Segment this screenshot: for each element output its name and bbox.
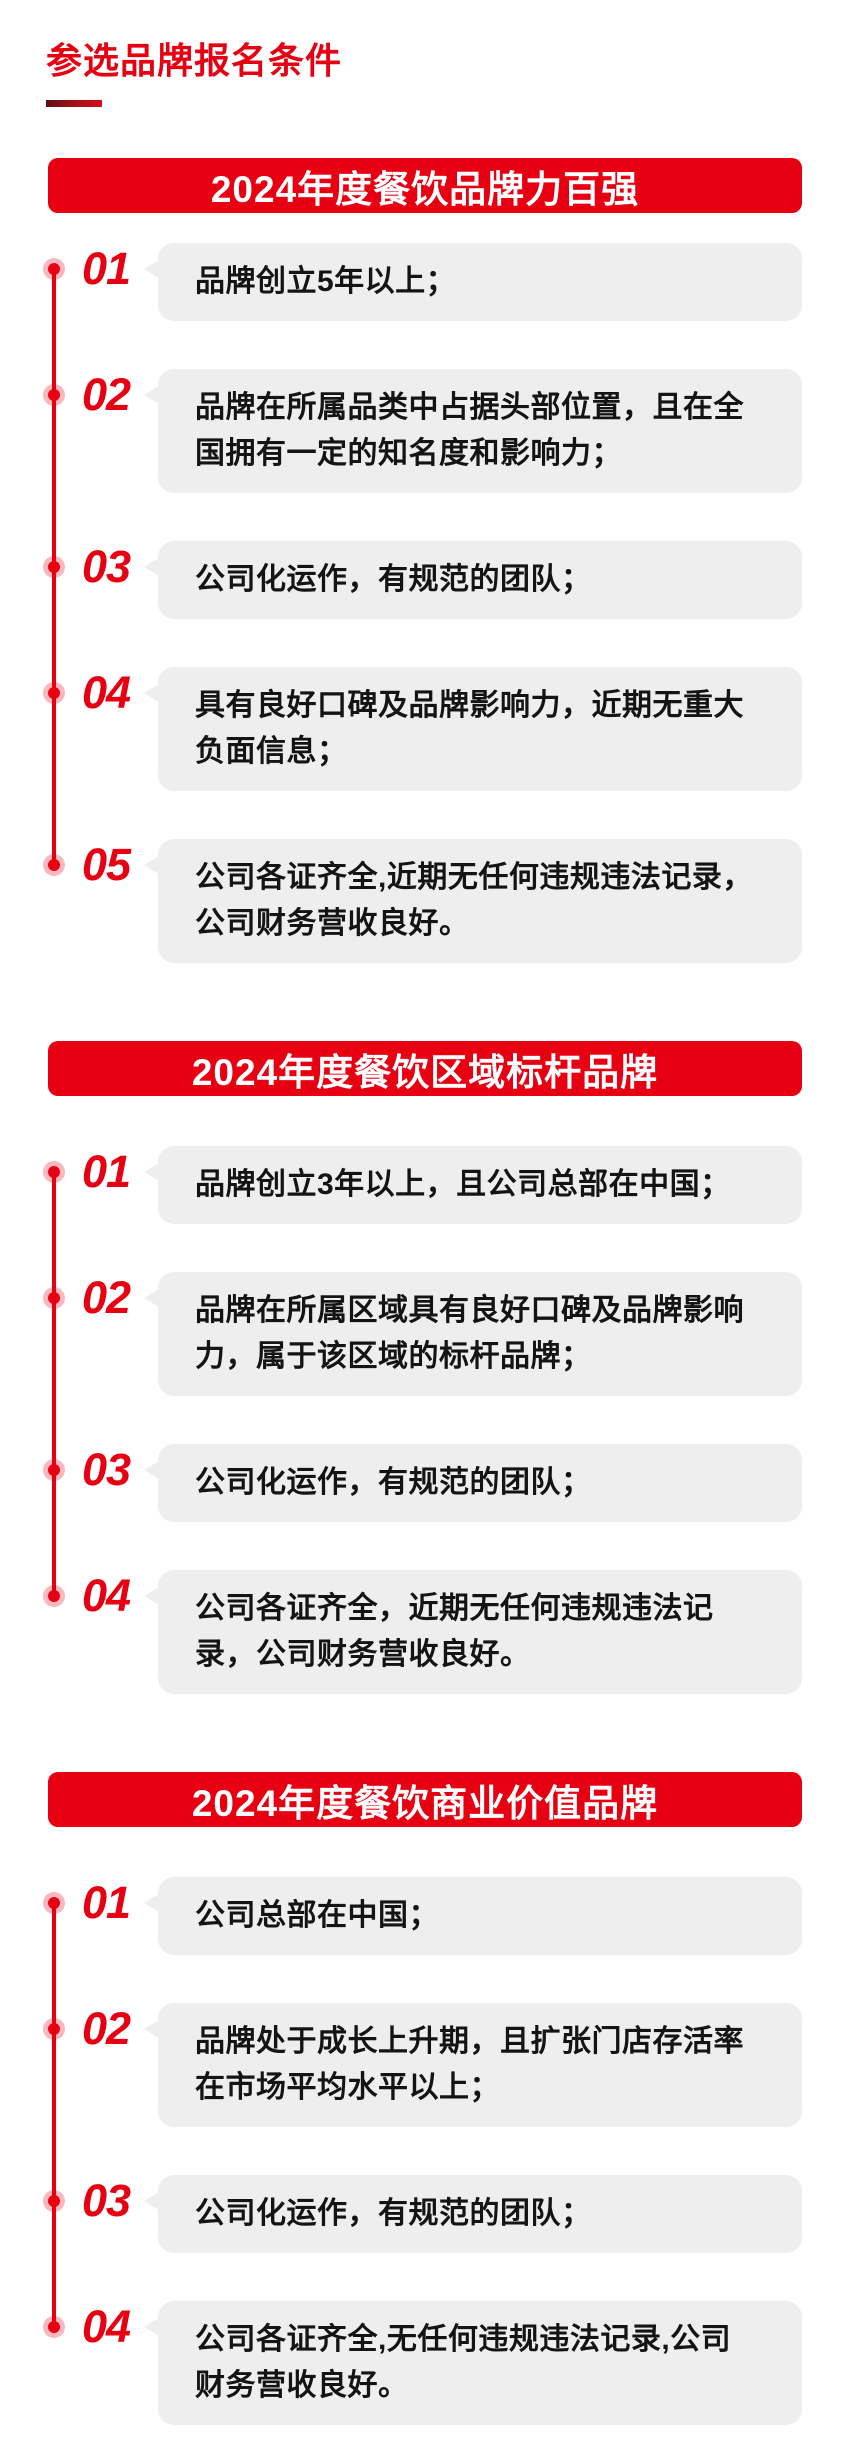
item-number: 02 — [82, 1272, 131, 1323]
timeline-dot — [43, 1892, 65, 1914]
condition-bubble: 公司化运作，有规范的团队； — [144, 2175, 802, 2253]
condition-text: 品牌在所属区域具有良好口碑及品牌影响 力，属于该区域的标杆品牌； — [195, 1294, 744, 1373]
condition-item: 03 公司化运作，有规范的团队； — [43, 541, 802, 619]
timeline-dot — [43, 2190, 65, 2212]
condition-item: 02 品牌处于成长上升期，且扩张门店存活率 在市场平均水平以上； — [43, 2003, 802, 2127]
condition-item: 01 品牌创立5年以上； — [43, 243, 802, 321]
timeline-dot — [43, 258, 65, 280]
condition-text: 公司各证齐全，近期无任何违规违法记 录，公司财务营收良好。 — [195, 1592, 714, 1671]
condition-item: 01 公司总部在中国； — [43, 1877, 802, 1955]
condition-text: 具有良好口碑及品牌影响力，近期无重大 负面信息； — [195, 689, 744, 768]
timeline-dot — [43, 682, 65, 704]
condition-text: 公司化运作，有规范的团队； — [195, 2197, 592, 2230]
condition-bubble: 公司总部在中国； — [144, 1877, 802, 1955]
timeline-dot — [43, 854, 65, 876]
section-brand-power-top100: 2024年度餐饮品牌力百强 01 品牌创立5年以上； 02 — [0, 158, 850, 963]
section-banner: 2024年度餐饮商业价值品牌 — [48, 1772, 802, 1827]
condition-text: 公司总部在中国； — [195, 1899, 439, 1932]
condition-item: 04 公司各证齐全,无任何违规违法记录,公司 财务营收良好。 — [43, 2301, 802, 2425]
timeline-dot — [43, 2316, 65, 2338]
item-number: 04 — [82, 667, 131, 718]
sections-container: 2024年度餐饮品牌力百强 01 品牌创立5年以上； 02 — [0, 158, 850, 2425]
item-number: 05 — [82, 839, 131, 890]
item-number: 02 — [82, 369, 131, 420]
condition-bubble: 品牌在所属区域具有良好口碑及品牌影响 力，属于该区域的标杆品牌； — [144, 1272, 802, 1396]
condition-item: 02 品牌在所属品类中占据头部位置，且在全 国拥有一定的知名度和影响力； — [43, 369, 802, 493]
page-title: 参选品牌报名条件 — [46, 40, 343, 81]
condition-item: 03 公司化运作，有规范的团队； — [43, 1444, 802, 1522]
timeline-dot — [43, 1287, 65, 1309]
item-number: 01 — [82, 243, 131, 294]
condition-bubble: 品牌创立3年以上，且公司总部在中国； — [144, 1146, 802, 1224]
timeline-dot — [43, 2018, 65, 2040]
section-banner-label: 2024年度餐饮商业价值品牌 — [191, 1782, 659, 1824]
bubble-notch — [144, 2192, 159, 2210]
condition-text: 品牌创立5年以上； — [195, 265, 457, 298]
condition-text: 公司各证齐全,无任何违规违法记录,公司 财务营收良好。 — [195, 2323, 732, 2402]
condition-bubble: 品牌处于成长上升期，且扩张门店存活率 在市场平均水平以上； — [144, 2003, 802, 2127]
condition-text: 公司化运作，有规范的团队； — [195, 563, 592, 596]
bubble-notch — [144, 2020, 159, 2038]
item-number: 01 — [82, 1877, 131, 1928]
page-header: 参选品牌报名条件 — [46, 0, 850, 107]
timeline-items: 01 品牌创立5年以上； 02 品牌在所属品类中占据头部位置，且在全 国拥有一定… — [0, 213, 850, 963]
item-number: 04 — [82, 1570, 131, 1621]
item-number: 03 — [82, 1444, 131, 1495]
condition-item: 03 公司化运作，有规范的团队； — [43, 2175, 802, 2253]
timeline-dot — [43, 1459, 65, 1481]
condition-item: 02 品牌在所属区域具有良好口碑及品牌影响 力，属于该区域的标杆品牌； — [43, 1272, 802, 1396]
condition-bubble: 具有良好口碑及品牌影响力，近期无重大 负面信息； — [144, 667, 802, 791]
condition-text: 公司各证齐全,近期无任何违规违法记录， 公司财务营收良好。 — [195, 861, 753, 940]
condition-bubble: 品牌在所属品类中占据头部位置，且在全 国拥有一定的知名度和影响力； — [144, 369, 802, 493]
condition-item: 01 品牌创立3年以上，且公司总部在中国； — [43, 1146, 802, 1224]
condition-text: 品牌在所属品类中占据头部位置，且在全 国拥有一定的知名度和影响力； — [195, 391, 744, 470]
bubble-notch — [144, 1894, 159, 1912]
bubble-notch — [144, 856, 159, 874]
bubble-notch — [144, 1587, 159, 1605]
section-regional-benchmark: 2024年度餐饮区域标杆品牌 01 品牌创立3年以上，且公司总部在中国； 02 — [0, 1041, 850, 1694]
bubble-notch — [144, 260, 159, 278]
condition-text: 品牌创立3年以上，且公司总部在中国； — [195, 1168, 731, 1201]
condition-bubble: 公司各证齐全，近期无任何违规违法记 录，公司财务营收良好。 — [144, 1570, 802, 1694]
item-number: 04 — [82, 2301, 131, 2352]
condition-item: 04 具有良好口碑及品牌影响力，近期无重大 负面信息； — [43, 667, 802, 791]
bubble-notch — [144, 684, 159, 702]
bubble-notch — [144, 1289, 159, 1307]
condition-bubble: 公司化运作，有规范的团队； — [144, 1444, 802, 1522]
item-number: 03 — [82, 541, 131, 592]
condition-text: 品牌处于成长上升期，且扩张门店存活率 在市场平均水平以上； — [195, 2025, 744, 2104]
condition-bubble: 公司各证齐全,无任何违规违法记录,公司 财务营收良好。 — [144, 2301, 802, 2425]
condition-item: 04 公司各证齐全，近期无任何违规违法记 录，公司财务营收良好。 — [43, 1570, 802, 1694]
section-banner: 2024年度餐饮区域标杆品牌 — [48, 1041, 802, 1096]
item-number: 03 — [82, 2175, 131, 2226]
bubble-notch — [144, 386, 159, 404]
section-banner: 2024年度餐饮品牌力百强 — [48, 158, 802, 213]
condition-bubble: 公司各证齐全,近期无任何违规违法记录， 公司财务营收良好。 — [144, 839, 802, 963]
item-number: 02 — [82, 2003, 131, 2054]
condition-text: 公司化运作，有规范的团队； — [195, 1466, 592, 1499]
bubble-notch — [144, 1163, 159, 1181]
timeline-dot — [43, 1585, 65, 1607]
timeline-dot — [43, 556, 65, 578]
bubble-notch — [144, 558, 159, 576]
item-number: 01 — [82, 1146, 131, 1197]
bubble-notch — [144, 1461, 159, 1479]
condition-bubble: 品牌创立5年以上； — [144, 243, 802, 321]
section-banner-label: 2024年度餐饮区域标杆品牌 — [191, 1051, 659, 1093]
title-underline-dash — [46, 100, 102, 107]
section-commercial-value: 2024年度餐饮商业价值品牌 01 公司总部在中国； 02 — [0, 1772, 850, 2425]
bubble-notch — [144, 2318, 159, 2336]
timeline-rail — [52, 1172, 56, 1596]
timeline-dot — [43, 384, 65, 406]
timeline-rail — [52, 1903, 56, 2327]
condition-item: 05 公司各证齐全,近期无任何违规违法记录， 公司财务营收良好。 — [43, 839, 802, 963]
timeline-items: 01 品牌创立3年以上，且公司总部在中国； 02 品牌在所属区域具有良好口碑及品… — [0, 1096, 850, 1694]
condition-bubble: 公司化运作，有规范的团队； — [144, 541, 802, 619]
timeline-dot — [43, 1161, 65, 1183]
section-banner-label: 2024年度餐饮品牌力百强 — [210, 168, 640, 210]
timeline-items: 01 公司总部在中国； 02 品牌处于成长上升期，且扩张门店存活率 在市场平均水… — [0, 1827, 850, 2425]
